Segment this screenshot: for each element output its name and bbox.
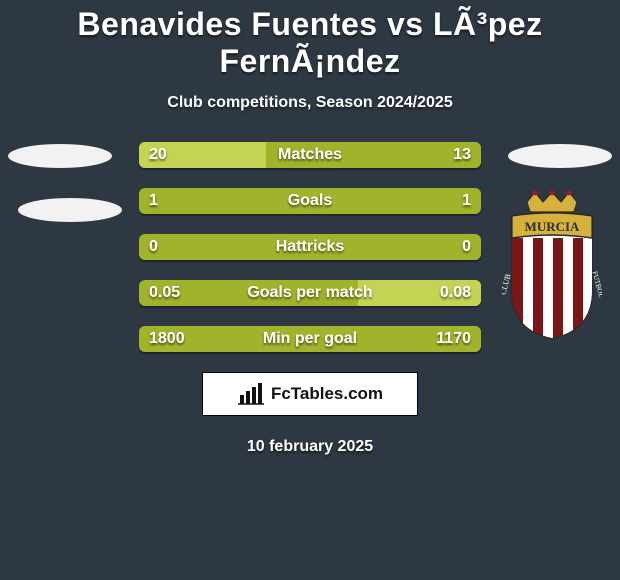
stat-right-value: 1170 [436, 330, 471, 348]
stat-label: Matches [139, 146, 481, 164]
stat-row: 20Matches13 [139, 142, 481, 168]
comparison-area: MURCIA CLUB FUTBOL 20Matches13 1Goals1 0Ha… [0, 142, 620, 456]
player-left-photo-placeholder-1 [8, 144, 112, 168]
club-badge-icon: MURCIA CLUB FUTBOL [502, 190, 602, 340]
stat-label: Goals per match [139, 284, 481, 302]
stat-rows: 20Matches13 1Goals1 0Hattricks0 0.05Goals p… [139, 142, 481, 352]
player-left-photo-placeholder-2 [18, 198, 122, 222]
stat-label: Hattricks [139, 238, 481, 256]
fctables-logo: FcTables.com [202, 372, 418, 416]
stat-label: Min per goal [139, 330, 481, 348]
stat-label: Goals [139, 192, 481, 210]
stat-row: 0.05Goals per match0.08 [139, 280, 481, 306]
bar-chart-icon [237, 383, 265, 405]
stat-right-value: 0.08 [440, 284, 471, 302]
page-subtitle: Club competitions, Season 2024/2025 [0, 94, 620, 112]
svg-text:MURCIA: MURCIA [525, 219, 580, 234]
page-title: Benavides Fuentes vs LÃ³pez FernÃ¡ndez [0, 0, 620, 80]
stat-right-value: 1 [462, 192, 471, 210]
stat-right-value: 0 [462, 238, 471, 256]
snapshot-date: 10 february 2025 [0, 438, 620, 456]
stat-row: 1800Min per goal1170 [139, 326, 481, 352]
stat-row: 1Goals1 [139, 188, 481, 214]
fctables-logo-text: FcTables.com [271, 384, 383, 404]
stat-row: 0Hattricks0 [139, 234, 481, 260]
player-right-photo-placeholder-1 [508, 144, 612, 168]
stat-right-value: 13 [453, 146, 471, 164]
